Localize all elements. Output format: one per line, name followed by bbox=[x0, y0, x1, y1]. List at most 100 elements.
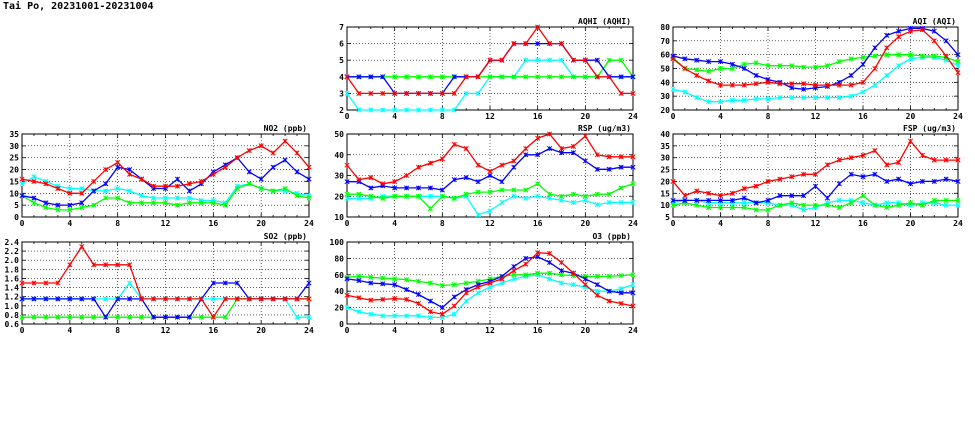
data-point bbox=[43, 204, 49, 211]
x-tick-label: 4 bbox=[718, 219, 723, 228]
data-point bbox=[606, 166, 612, 172]
data-point bbox=[31, 280, 37, 286]
data-point bbox=[222, 164, 228, 170]
data-point bbox=[789, 200, 795, 206]
data-point bbox=[801, 64, 807, 70]
data-point bbox=[594, 288, 600, 294]
data-point bbox=[258, 176, 264, 182]
data-point bbox=[535, 193, 541, 199]
data-point bbox=[451, 74, 457, 80]
data-point bbox=[79, 244, 85, 250]
data-point bbox=[753, 60, 759, 66]
y-tick-label: 1.0 bbox=[5, 302, 20, 311]
data-point bbox=[860, 193, 866, 199]
data-point bbox=[415, 74, 422, 80]
data-point bbox=[427, 206, 433, 212]
data-point bbox=[848, 93, 854, 99]
data-point bbox=[606, 154, 612, 160]
data-point bbox=[67, 296, 73, 302]
data-point bbox=[594, 152, 600, 158]
y-tick-label: 100 bbox=[330, 238, 345, 247]
data-point bbox=[139, 200, 145, 206]
data-point bbox=[570, 191, 576, 197]
y-tick-label: 1.6 bbox=[5, 274, 20, 283]
data-point bbox=[618, 273, 624, 279]
data-point bbox=[115, 164, 121, 170]
data-point bbox=[294, 314, 300, 320]
data-point bbox=[670, 178, 676, 184]
data-point bbox=[487, 57, 493, 63]
x-tick-label: 4 bbox=[392, 219, 397, 228]
data-point bbox=[907, 52, 914, 58]
data-point bbox=[55, 296, 61, 302]
data-point bbox=[356, 90, 362, 96]
x-tick-label: 4 bbox=[67, 219, 72, 228]
data-point bbox=[682, 197, 688, 203]
data-point bbox=[392, 276, 398, 282]
data-point bbox=[344, 292, 350, 298]
data-point bbox=[392, 107, 398, 113]
data-point bbox=[91, 262, 97, 268]
data-point bbox=[630, 199, 636, 206]
data-point bbox=[955, 178, 961, 184]
y-tick-label: 20 bbox=[9, 166, 19, 175]
data-point bbox=[475, 290, 481, 296]
data-point bbox=[741, 185, 747, 192]
data-point bbox=[919, 178, 925, 184]
data-point bbox=[765, 96, 771, 102]
y-tick-label: 0.6 bbox=[5, 320, 20, 329]
data-point bbox=[162, 296, 169, 302]
data-point bbox=[139, 296, 145, 302]
y-tick-label: 20 bbox=[334, 304, 344, 313]
series-green bbox=[344, 181, 636, 212]
data-point bbox=[570, 199, 576, 206]
data-point bbox=[955, 59, 961, 65]
y-tick-label: 40 bbox=[334, 287, 344, 296]
data-point bbox=[174, 314, 181, 320]
data-point bbox=[789, 174, 795, 180]
data-point bbox=[860, 54, 866, 60]
data-point bbox=[222, 314, 228, 320]
y-tick-label: 2 bbox=[339, 106, 344, 115]
data-point bbox=[186, 296, 192, 302]
data-point bbox=[836, 157, 842, 163]
data-point bbox=[753, 207, 759, 213]
data-point bbox=[896, 176, 902, 182]
data-point bbox=[848, 82, 854, 88]
data-point bbox=[535, 57, 541, 63]
series-red bbox=[344, 24, 636, 96]
data-point bbox=[670, 56, 676, 62]
data-point bbox=[824, 94, 830, 101]
data-point bbox=[174, 176, 181, 182]
data-point bbox=[427, 280, 433, 286]
data-point bbox=[282, 138, 288, 144]
data-point bbox=[475, 189, 481, 195]
data-point bbox=[198, 314, 204, 320]
data-point bbox=[79, 296, 85, 302]
data-point bbox=[43, 200, 49, 206]
data-point bbox=[765, 197, 771, 203]
data-point bbox=[558, 41, 565, 47]
data-point bbox=[392, 185, 398, 191]
data-point bbox=[801, 86, 807, 92]
x-tick-label: 20 bbox=[256, 326, 266, 335]
data-point bbox=[594, 74, 600, 80]
x-tick-label: 0 bbox=[345, 326, 350, 335]
data-point bbox=[380, 195, 386, 201]
page-title: Tai Po, 20231001-20231004 bbox=[3, 1, 154, 12]
data-point bbox=[115, 185, 121, 192]
data-point bbox=[246, 169, 252, 175]
data-point bbox=[115, 314, 121, 320]
data-point bbox=[439, 187, 445, 193]
data-point bbox=[174, 195, 181, 201]
data-point bbox=[535, 41, 541, 47]
y-tick-label: 6 bbox=[339, 40, 344, 49]
data-point bbox=[741, 65, 747, 72]
data-point bbox=[547, 270, 553, 276]
data-point bbox=[570, 74, 576, 80]
data-point bbox=[91, 314, 97, 320]
data-point bbox=[955, 202, 961, 208]
data-point bbox=[729, 190, 735, 196]
data-point bbox=[427, 309, 433, 315]
data-point bbox=[198, 200, 204, 206]
